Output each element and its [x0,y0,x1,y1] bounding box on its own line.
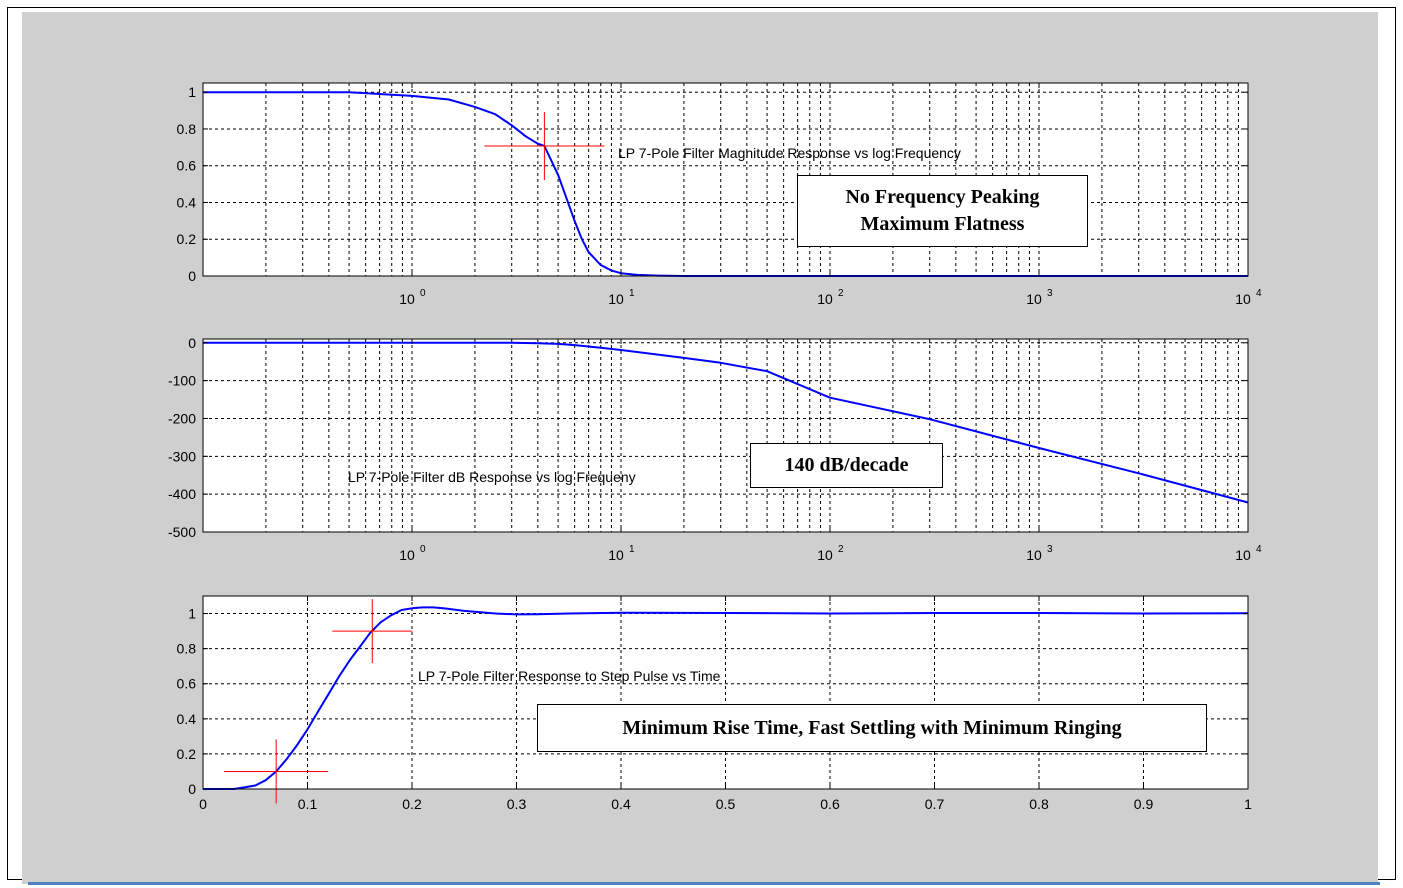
y-tick-label: -100 [168,373,196,389]
callout-line: Maximum Flatness [860,213,1025,235]
x-tick-label-exponent: 0 [420,544,426,555]
x-tick-label: 10 [608,291,624,307]
x-tick-label-exponent: 2 [838,288,844,299]
x-tick-label-exponent: 1 [629,544,635,555]
x-tick-label-exponent: 4 [1256,544,1262,555]
x-tick-label: 10 [817,291,833,307]
x-tick-label: 0.3 [507,796,527,812]
response-curve [203,606,1249,790]
y-tick-label: 0 [188,268,196,284]
x-tick-label-exponent: 2 [838,544,844,555]
y-tick-label: -500 [168,524,196,540]
x-tick-label: 0.2 [402,796,422,812]
y-tick-label: 1 [188,84,196,100]
subplot-2: 0 -100 -200 -300 -400 -500 10 0 10 1 10 2 10 3 10 4 LP 7… [168,335,1262,563]
y-tick-label: 0.8 [177,121,197,137]
axes-background [203,83,1248,276]
x-tick-label: 0.7 [925,796,945,812]
x-tick-label-exponent: 1 [629,288,635,299]
x-tick-label: 10 [399,547,415,563]
response-curve [203,341,1249,504]
x-tick-label: 0.8 [1029,796,1049,812]
x-tick-label: 10 [1026,291,1042,307]
y-tick-label: -200 [168,410,196,426]
callout-line: 140 dB/decade [784,454,909,476]
x-tick-label-exponent: 4 [1256,288,1262,299]
y-tick-label: 0.6 [177,676,197,692]
y-tick-label: 0.8 [177,641,197,657]
x-tick-label: 10 [1026,547,1042,563]
x-tick-label-exponent: 3 [1047,288,1053,299]
x-tick-label: 0.4 [611,796,631,812]
x-tick-label-exponent: 3 [1047,544,1053,555]
x-tick-label-exponent: 0 [420,288,426,299]
y-tick-label: 0.4 [177,194,197,210]
x-tick-label: 10 [817,547,833,563]
callout-box-1: No Frequency Peaking Maximum Flatness [797,175,1088,247]
x-tick-label: 0.9 [1134,796,1154,812]
x-tick-label: 0.6 [820,796,840,812]
plot-annotation: LP 7-Pole Filter Magnitude Response vs l… [618,145,961,161]
x-tick-label: 10 [608,547,624,563]
callout-box-3: Minimum Rise Time, Fast Settling with Mi… [537,704,1207,752]
callout-box-2: 140 dB/decade [750,443,943,488]
y-tick-label: -400 [168,486,196,502]
y-tick-label: 0 [188,335,196,351]
y-tick-label: -300 [168,448,196,464]
x-tick-label: 0.1 [298,796,318,812]
y-tick-label: 0.4 [177,711,197,727]
x-tick-label: 10 [399,291,415,307]
callout-line: No Frequency Peaking [845,186,1040,208]
x-tick-label: 10 [1235,291,1251,307]
x-tick-label: 10 [1235,547,1251,563]
y-tick-label: 1 [188,606,196,622]
y-tick-label: 0 [188,781,196,797]
plot-annotation: LP 7-Pole Filter dB Response vs log Freq… [348,469,636,485]
callout-line: Minimum Rise Time, Fast Settling with Mi… [622,716,1122,739]
x-tick-label: 0.5 [716,796,736,812]
axes-frame [202,338,1249,533]
axes-frame [202,82,1249,277]
x-tick-label: 0 [199,796,207,812]
axes-background [203,339,1248,532]
y-tick-label: 0.2 [177,746,197,762]
x-tick-label: 1 [1244,796,1252,812]
plot-annotation: LP 7-Pole Filter Response to Step Pulse … [418,668,721,684]
bottom-rule [28,882,1380,885]
subplot-1: 0 0.2 0.4 0.6 0.8 1 10 0 10 1 10 2 10 3 10 4 LP 7-Pole F… [177,82,1262,307]
y-tick-label: 0.2 [177,231,197,247]
y-tick-label: 0.6 [177,158,197,174]
